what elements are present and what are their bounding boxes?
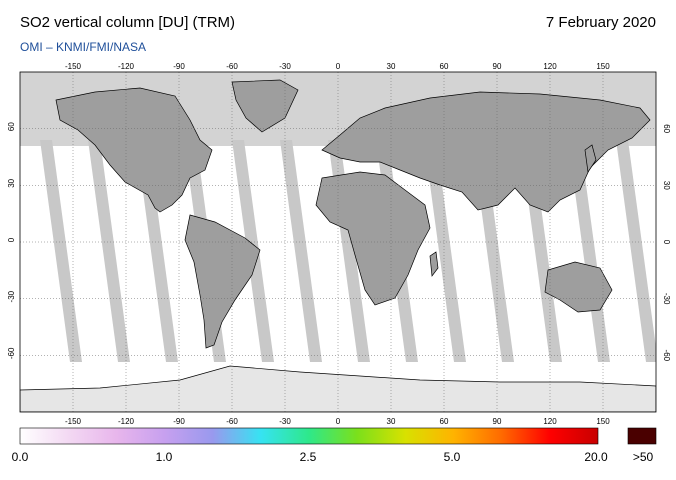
colorbar-label-overflow: >50 xyxy=(632,450,654,464)
lat-tick-label-right: -60 xyxy=(662,350,671,362)
colorbar-label-1: 1.0 xyxy=(155,450,173,464)
lon-tick-label-bottom: -90 xyxy=(173,417,185,426)
lon-tick-label-top: 120 xyxy=(543,62,557,71)
lat-tick-label-left: 60 xyxy=(7,122,16,131)
colorbar-overflow-box xyxy=(627,427,657,445)
swath-gap xyxy=(280,140,322,362)
lon-tick-label-bottom: 120 xyxy=(543,417,557,426)
lat-tick-label-left: -30 xyxy=(7,290,16,302)
lon-tick-label-bottom: 150 xyxy=(596,417,610,426)
eurasia xyxy=(321,91,651,213)
lon-tick-label-top: 60 xyxy=(440,62,449,71)
swath-gap xyxy=(616,140,656,362)
lat-tick-label-right: 60 xyxy=(662,124,671,133)
lat-tick-label-right: 0 xyxy=(662,240,671,245)
colorbar-label-0: 0.0 xyxy=(11,450,29,464)
lon-tick-label-bottom: 0 xyxy=(336,417,341,426)
lon-tick-label-bottom: -150 xyxy=(65,417,82,426)
swath-gap xyxy=(664,140,676,362)
lon-tick-label-bottom: -60 xyxy=(226,417,238,426)
lon-tick-label-top: -120 xyxy=(118,62,135,71)
lon-tick-label-top: 0 xyxy=(336,62,341,71)
japan xyxy=(584,144,597,173)
axis-ticks: -150 -150 -120 -120 -90 -90 -60 -60 -30 -30 0 0 30 30… xyxy=(7,62,671,426)
north-america xyxy=(55,87,213,213)
lat-tick-label-right: -30 xyxy=(662,293,671,305)
map-frame xyxy=(19,71,657,413)
data-credit: OMI – KNMI/FMI/NASA xyxy=(20,40,147,54)
swath-gap xyxy=(424,140,466,362)
lon-tick-label-bottom: 30 xyxy=(387,417,396,426)
south-america xyxy=(184,214,261,349)
lon-tick-label-top: -60 xyxy=(226,62,238,71)
map-date: 7 February 2020 xyxy=(545,14,656,31)
colorbar-label-2: 2.5 xyxy=(299,450,317,464)
madagascar xyxy=(429,251,439,277)
lon-tick-label-bottom: -30 xyxy=(279,417,291,426)
antarctica xyxy=(20,365,656,412)
lat-tick-label-left: 30 xyxy=(7,178,16,187)
colorbar-label-4: 20.0 xyxy=(584,450,608,464)
lat-tick-label-left: 0 xyxy=(7,237,16,242)
lon-tick-label-bottom: 90 xyxy=(493,417,502,426)
colorbar xyxy=(19,427,599,445)
lon-tick-label-top: -30 xyxy=(279,62,291,71)
graticule xyxy=(20,72,656,412)
lon-tick-label-top: 150 xyxy=(596,62,610,71)
lon-tick-label-top: -150 xyxy=(65,62,82,71)
lat-tick-label-left: -60 xyxy=(7,347,16,359)
landmasses xyxy=(20,79,656,412)
lon-tick-label-bottom: 60 xyxy=(440,417,449,426)
swath-gap xyxy=(40,140,82,362)
map-title: SO2 vertical column [DU] (TRM) xyxy=(20,14,236,31)
swath-gap xyxy=(136,140,178,362)
greenland xyxy=(231,79,299,133)
africa xyxy=(315,171,431,306)
swath-gap xyxy=(88,140,130,362)
lon-tick-label-top: 30 xyxy=(387,62,396,71)
lat-tick-label-right: 30 xyxy=(662,181,671,190)
lon-tick-label-bottom: -120 xyxy=(118,417,135,426)
lon-tick-label-top: 90 xyxy=(493,62,502,71)
colorbar-label-3: 5.0 xyxy=(443,450,461,464)
map-canvas xyxy=(20,72,676,412)
lon-tick-label-top: -90 xyxy=(173,62,185,71)
